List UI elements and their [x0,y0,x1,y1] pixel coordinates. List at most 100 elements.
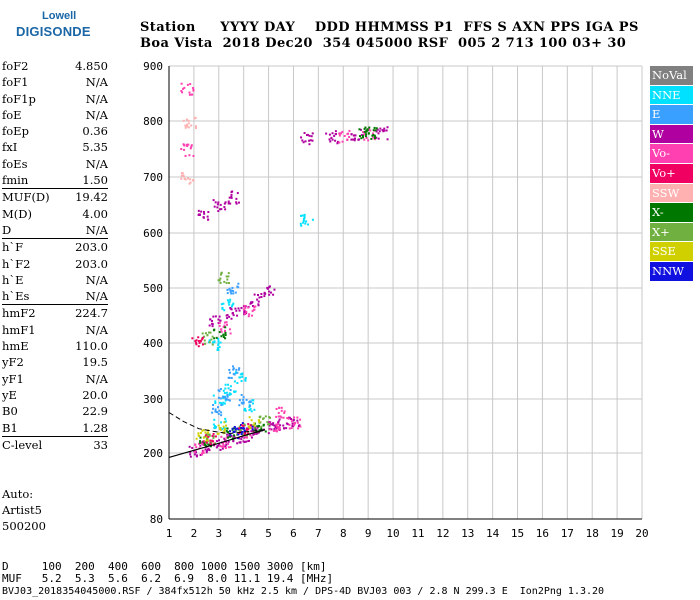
param-value: N/A [85,289,108,304]
data-point [243,429,246,432]
data-point [222,325,225,328]
data-point [216,203,219,206]
data-point [350,133,353,136]
data-point [226,433,229,436]
data-point [224,208,227,211]
data-point [204,332,207,335]
data-point [207,331,210,334]
data-point [372,129,375,132]
data-point [383,129,386,132]
data-point [251,425,254,428]
data-point [373,134,376,137]
data-point [270,291,273,294]
data-point [302,141,305,144]
data-point [238,367,241,370]
data-point [195,339,198,342]
data-point [240,438,243,441]
data-point [362,136,365,139]
data-point [217,201,220,204]
data-point [357,138,360,141]
data-point [242,425,245,428]
data-point [270,428,273,431]
data-point [374,129,377,132]
data-point [251,399,254,402]
data-point [226,317,229,320]
x-tick-label: 12 [436,527,449,540]
data-point [296,421,299,424]
data-point [248,313,251,316]
logo-digisonde: DIGISONDE [16,24,91,39]
data-point [206,439,209,442]
data-point [293,424,296,427]
data-point [257,293,260,296]
data-point [192,154,195,157]
data-point [236,192,239,195]
data-point [277,426,280,429]
param-value: 110.0 [75,339,108,354]
data-point [240,429,243,432]
data-point [253,433,256,436]
data-point [254,426,257,429]
data-point [275,427,278,430]
data-point [206,215,209,218]
data-point [216,348,219,351]
data-point [211,319,214,322]
data-point [260,427,263,430]
data-point [212,423,215,426]
data-point [186,83,189,86]
data-point [296,419,299,422]
data-point [217,396,220,399]
data-point [180,172,183,175]
data-point [259,415,262,418]
data-point [224,428,227,431]
data-point [180,177,183,180]
header-values: Boa Vista 2018 Dec20 354 045000 RSF 005 … [140,36,627,51]
param-value: 203.0 [75,256,108,271]
auto-label: Auto: [2,487,34,501]
param-key: C-level [2,437,43,452]
data-point [280,406,283,409]
data-point [311,139,314,142]
data-point [207,447,210,450]
data-point [308,139,311,142]
data-point [362,133,365,136]
data-point [225,314,228,317]
data-point [220,208,223,211]
data-point [287,417,290,420]
data-point [214,425,217,428]
data-point [219,281,222,284]
data-point [214,402,217,405]
param-key: fmin [2,173,29,188]
legend-item: NNE [650,85,693,105]
data-point [187,119,190,122]
data-point [231,190,234,193]
data-point [210,443,213,446]
data-point [219,203,222,206]
data-point [229,202,232,205]
param-value: 5.35 [82,140,108,155]
data-point [216,206,219,209]
data-point [363,127,366,130]
param-key: fxI [2,140,18,155]
param-value: 19.42 [75,190,108,205]
data-point [191,179,194,182]
data-point [205,449,208,452]
data-point [208,443,211,446]
data-point [241,422,244,425]
data-point [208,324,211,327]
data-point [189,147,192,150]
data-point [225,321,228,324]
data-point [347,132,350,135]
data-point [275,423,278,426]
data-point [226,288,229,291]
param-key: D [2,222,12,237]
param-value: N/A [85,272,108,287]
data-point [303,217,306,220]
data-point [237,307,240,310]
data-point [273,288,276,291]
data-point [227,202,230,205]
data-point [247,306,250,309]
data-point [228,315,231,318]
data-point [223,437,226,440]
data-point [224,447,227,450]
